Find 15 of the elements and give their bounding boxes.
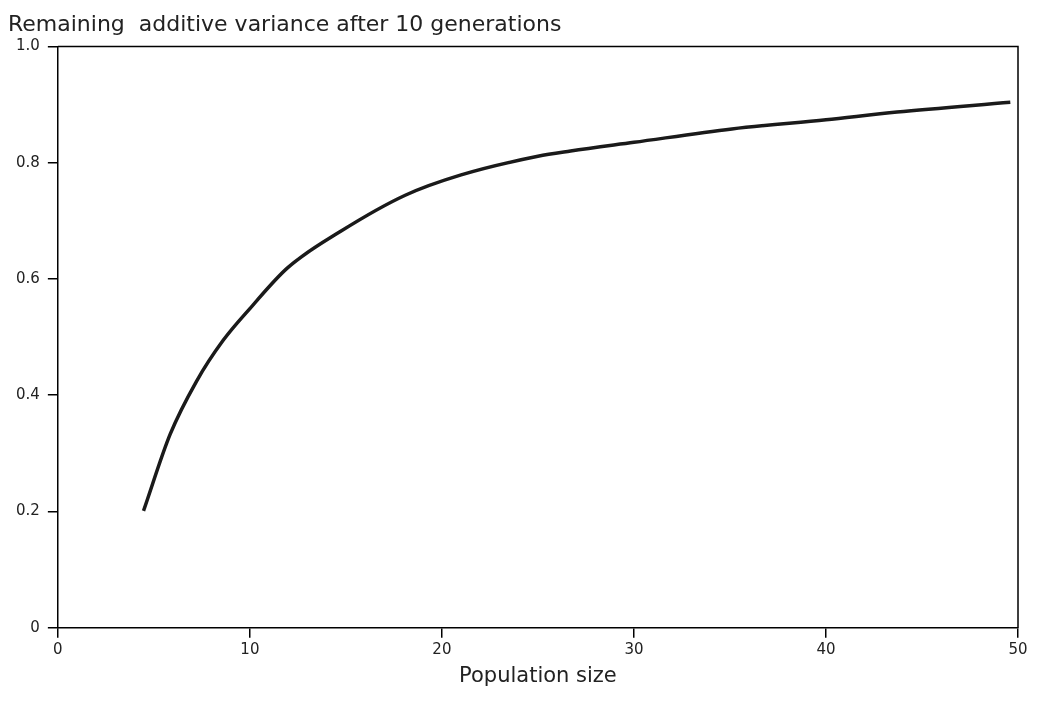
x-tick-label: 40 [816, 639, 836, 658]
x-tick-label: 0 [53, 639, 63, 658]
y-tick-label: 0 [30, 617, 40, 636]
x-tick-label: 10 [240, 639, 260, 658]
x-tick-label: 20 [432, 639, 452, 658]
y-tick-label: 0.2 [16, 501, 40, 520]
y-tick-label: 1.0 [16, 36, 40, 55]
x-tick-label: 30 [624, 639, 644, 658]
y-tick-label: 0.4 [16, 385, 40, 404]
x-axis-title: Population size [459, 662, 617, 687]
y-tick-label: 0.6 [16, 268, 40, 287]
x-tick-label: 50 [1008, 639, 1028, 658]
y-tick-label: 0.8 [16, 152, 40, 171]
line-series [141, 100, 1013, 513]
chart-title: Remaining additive variance after 10 generations [8, 10, 562, 36]
